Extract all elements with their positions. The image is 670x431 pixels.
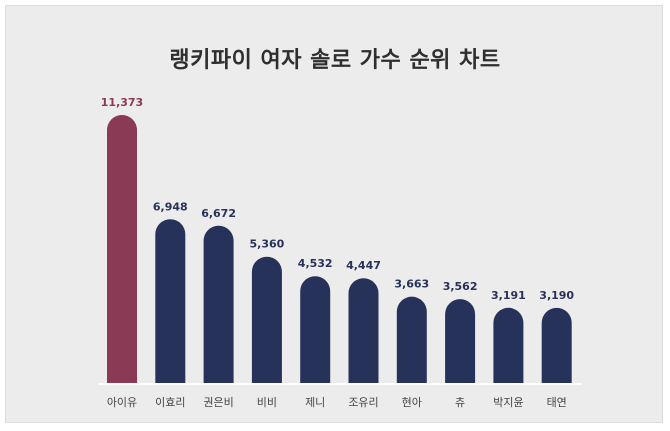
category-label: 조유리 <box>348 396 378 409</box>
bar-권은비 <box>203 225 234 383</box>
category-label: 제니 <box>305 396 325 409</box>
category-label: 박지윤 <box>493 396 523 409</box>
bar-비비 <box>251 256 282 383</box>
bar-현아 <box>396 296 427 383</box>
value-label: 5,360 <box>250 238 285 251</box>
bar-츄 <box>445 299 476 383</box>
bar-태연 <box>541 307 572 383</box>
value-label: 3,663 <box>394 278 429 291</box>
category-label: 츄 <box>455 396 465 409</box>
chart-title: 랭키파이 여자 솔로 가수 순위 차트 <box>169 48 501 73</box>
bar-이효리 <box>155 219 186 383</box>
category-label: 이효리 <box>155 396 185 409</box>
labels-layer: 11,373 아이유 6,948 이효리 6,672 권은비 5,360 비비 4,532 제니 4… <box>101 96 575 409</box>
category-label: 권은비 <box>203 396 233 409</box>
bar-조유리 <box>348 278 379 383</box>
value-label: 3,191 <box>491 289 526 302</box>
bars-layer <box>107 115 572 383</box>
value-label: 3,190 <box>539 289 574 302</box>
value-label: 6,672 <box>201 207 236 220</box>
bar-제니 <box>300 276 331 383</box>
bar-박지윤 <box>493 307 524 383</box>
category-label: 아이유 <box>107 396 137 409</box>
value-label: 4,532 <box>298 257 333 270</box>
value-label: 3,562 <box>443 280 478 293</box>
category-label: 현아 <box>402 396 422 409</box>
value-label: 11,373 <box>101 96 143 109</box>
bar-아이유 <box>107 115 137 383</box>
category-label: 비비 <box>257 396 277 409</box>
category-label: 태연 <box>547 396 567 409</box>
value-label: 6,948 <box>153 200 188 213</box>
value-label: 4,447 <box>346 259 381 272</box>
